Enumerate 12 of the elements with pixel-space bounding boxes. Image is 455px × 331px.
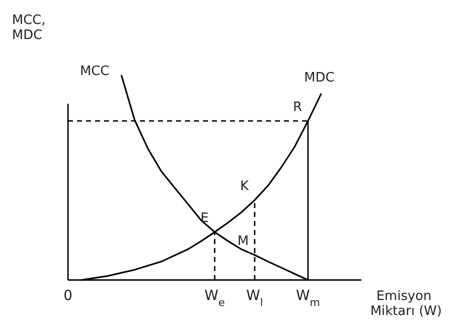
x-tick-label: W$_{m}$	[296, 288, 320, 309]
x-tick-label: 0	[64, 288, 72, 304]
annotation: M	[237, 234, 249, 249]
series-label: MDC	[304, 70, 334, 86]
x-tick-label: W$_{e}$	[204, 288, 225, 309]
annotation: E	[200, 211, 209, 226]
y-axis-title: MCC, MDC	[12, 13, 46, 43]
annotation: R	[292, 100, 302, 115]
x-tick-label: W$_{l}$	[246, 288, 264, 309]
series-label: MCC	[80, 64, 110, 79]
x-axis-title: Emisyon Miktarı (W)	[370, 289, 442, 319]
annotation: K	[240, 179, 250, 194]
